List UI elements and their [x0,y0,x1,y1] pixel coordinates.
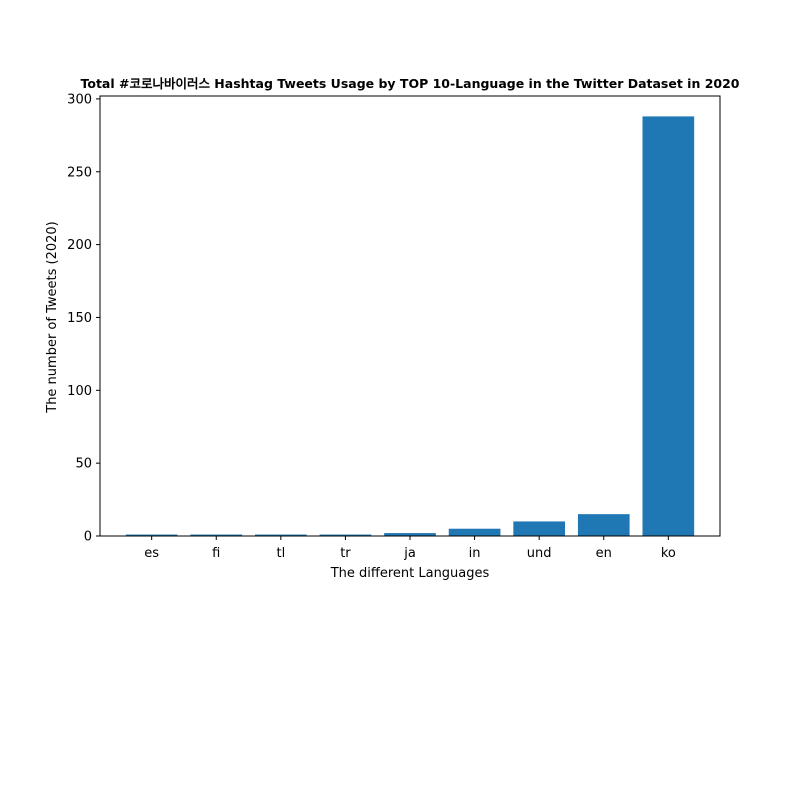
x-tick-label-en: en [596,546,612,561]
bars-layer [125,116,695,537]
bar-ko [642,116,695,537]
plot-frame [99,95,721,537]
x-tick-label-tr: tr [340,546,351,561]
x-tick-label-ja: ja [403,546,416,561]
x-tick-label-es: es [144,546,159,561]
axes-layer [99,95,721,537]
bar-und [513,521,565,536]
y-tick-label-50: 50 [75,457,92,472]
x-tick-label-und: und [527,546,552,561]
chart-title: Total #코로나바이러스 Hashtag Tweets Usage by T… [80,76,739,91]
bar-es [125,534,178,536]
y-tick-label-250: 250 [67,165,92,180]
y-tick-label-0: 0 [84,530,92,545]
x-axis-label: The different Languages [330,566,490,581]
bar-tl [255,534,307,536]
bar-en [577,514,630,536]
x-tick-label-in: in [469,546,481,561]
bar-in [448,528,501,536]
x-tick-label-fi: fi [212,546,220,561]
y-tick-label-100: 100 [67,384,92,399]
x-tick-label-tl: tl [276,546,285,561]
ticks-layer: es fi tl tr ja in und en ko 0 50 100 150 200 250 300 [67,92,676,561]
y-axis-label: The number of Tweets (2020) [45,221,60,414]
bar-tr [319,534,372,536]
bar-fi [190,534,243,536]
y-tick-label-150: 150 [67,311,92,326]
bar-ja [384,533,436,536]
x-tick-label-ko: ko [661,546,676,561]
y-tick-label-200: 200 [67,238,92,253]
y-tick-label-300: 300 [67,92,92,107]
